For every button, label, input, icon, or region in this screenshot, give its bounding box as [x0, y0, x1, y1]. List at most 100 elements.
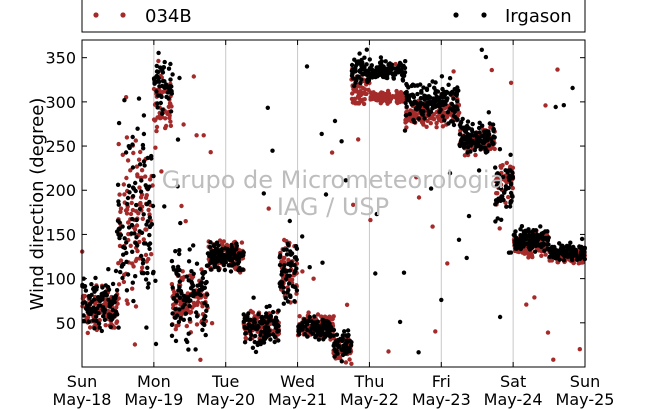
legend-marker-034b [120, 12, 126, 18]
data-point [493, 202, 498, 207]
data-point [368, 97, 373, 102]
data-point [186, 259, 192, 264]
data-point [147, 232, 152, 238]
data-point [227, 256, 233, 261]
data-point [440, 114, 445, 119]
data-point [553, 104, 558, 110]
data-point [394, 88, 399, 94]
data-point [124, 259, 129, 264]
data-point [165, 90, 171, 95]
data-point [253, 333, 258, 339]
data-point [141, 271, 146, 276]
data-point [294, 291, 299, 296]
data-point [410, 82, 416, 87]
data-point [373, 95, 379, 100]
x-tick-label-day: Wed [280, 372, 315, 391]
data-point [435, 114, 440, 119]
data-point [530, 242, 536, 247]
data-point [424, 87, 430, 93]
data-point [153, 341, 159, 347]
data-point [223, 246, 228, 251]
data-point [312, 314, 317, 319]
data-point [455, 98, 460, 104]
data-point [287, 218, 292, 224]
data-point [543, 235, 549, 241]
data-point [482, 139, 488, 144]
data-point [175, 137, 181, 142]
data-point [448, 92, 453, 97]
data-point [168, 109, 174, 114]
data-point [497, 314, 503, 320]
data-point [199, 280, 204, 285]
data-point [229, 250, 234, 255]
data-point [136, 157, 142, 162]
data-point [353, 63, 358, 69]
data-point [137, 185, 142, 190]
data-point [311, 276, 316, 281]
data-point [309, 326, 314, 331]
data-point [174, 299, 179, 304]
data-point [160, 107, 165, 112]
data-point [292, 255, 298, 260]
legend-box [81, 0, 586, 33]
data-point [570, 257, 575, 263]
data-point [123, 150, 129, 155]
data-point [163, 125, 168, 131]
data-point [252, 339, 257, 345]
data-point [307, 314, 312, 320]
data-point [360, 72, 366, 77]
data-point [87, 295, 92, 300]
data-point [94, 306, 100, 311]
data-point [401, 270, 407, 275]
data-point [508, 199, 513, 204]
data-point [400, 96, 406, 101]
data-point [160, 111, 165, 116]
data-point [554, 255, 559, 261]
data-point [385, 88, 391, 94]
data-point [431, 99, 436, 104]
data-point [204, 308, 209, 313]
data-point [430, 79, 435, 84]
data-point [154, 63, 159, 69]
data-point [129, 200, 134, 206]
data-point [241, 252, 246, 258]
data-point [322, 314, 328, 319]
data-point [131, 264, 136, 269]
data-point [135, 174, 140, 179]
data-point [156, 58, 161, 64]
data-point [116, 202, 122, 207]
data-point [130, 216, 135, 222]
data-point [250, 310, 256, 315]
data-point [409, 102, 414, 107]
data-point [390, 65, 395, 71]
data-point [434, 125, 439, 130]
data-point [377, 72, 382, 78]
data-point [114, 288, 120, 293]
data-point [124, 298, 129, 303]
x-tick-label-date: May-19 [124, 390, 183, 409]
data-point [362, 66, 367, 71]
data-point [467, 136, 473, 141]
data-point [292, 263, 297, 268]
x-tick-label-day: Sun [570, 372, 600, 391]
data-point [153, 145, 158, 150]
data-point [404, 104, 409, 109]
x-tick-label-date: May-23 [412, 390, 471, 409]
data-point [110, 307, 116, 313]
data-point [149, 153, 154, 159]
data-point [252, 320, 257, 325]
data-point [137, 229, 142, 234]
data-point [116, 325, 121, 330]
data-point [267, 318, 273, 323]
data-point [153, 278, 158, 283]
data-point [140, 265, 145, 270]
legend: 034B Irgason [81, 0, 586, 33]
data-point [348, 342, 354, 348]
data-point [97, 325, 102, 330]
y-tick-label: 300 [45, 93, 76, 112]
data-point [115, 312, 120, 317]
data-point [492, 135, 497, 140]
series-irgason [80, 47, 587, 364]
data-point [422, 93, 427, 98]
data-point [106, 267, 111, 272]
